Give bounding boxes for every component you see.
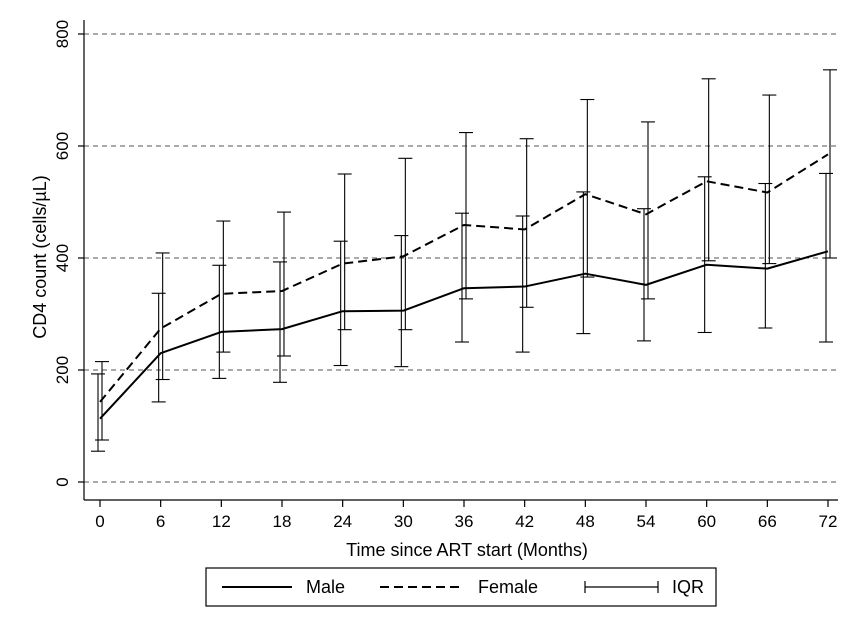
legend: Male Female IQR [205, 567, 717, 607]
x-tick-label-6: 6 [156, 512, 165, 531]
x-tick-label-72: 72 [819, 512, 838, 531]
legend-label-iqr: IQR [672, 577, 704, 597]
y-tick-label-800: 800 [53, 20, 72, 48]
x-tick-label-0: 0 [95, 512, 104, 531]
x-tick-label-36: 36 [455, 512, 474, 531]
x-tick-label-60: 60 [697, 512, 716, 531]
y-axis-title: CD4 count (cells/µL) [30, 175, 50, 338]
y-tick-label-200: 200 [53, 356, 72, 384]
x-axis: 0 6 12 18 24 30 36 42 48 54 60 66 72 [84, 499, 838, 531]
x-tick-label-42: 42 [515, 512, 534, 531]
series-lines [99, 153, 829, 420]
x-tick-label-54: 54 [637, 512, 656, 531]
x-tick-label-66: 66 [758, 512, 777, 531]
legend-label-male: Male [306, 577, 345, 597]
male-line [99, 250, 829, 420]
x-tick-label-24: 24 [333, 512, 352, 531]
x-axis-title: Time since ART start (Months) [346, 540, 588, 560]
x-tick-label-12: 12 [212, 512, 231, 531]
x-tick-label-18: 18 [273, 512, 292, 531]
y-tick-label-600: 600 [53, 132, 72, 160]
iqr-error-bars [91, 69, 837, 452]
legend-label-female: Female [478, 577, 538, 597]
y-tick-label-0: 0 [53, 477, 72, 486]
x-tick-label-30: 30 [394, 512, 413, 531]
y-axis: 0 200 400 600 800 [53, 20, 85, 500]
female-line [99, 153, 829, 403]
x-tick-label-48: 48 [576, 512, 595, 531]
y-tick-label-400: 400 [53, 244, 72, 272]
